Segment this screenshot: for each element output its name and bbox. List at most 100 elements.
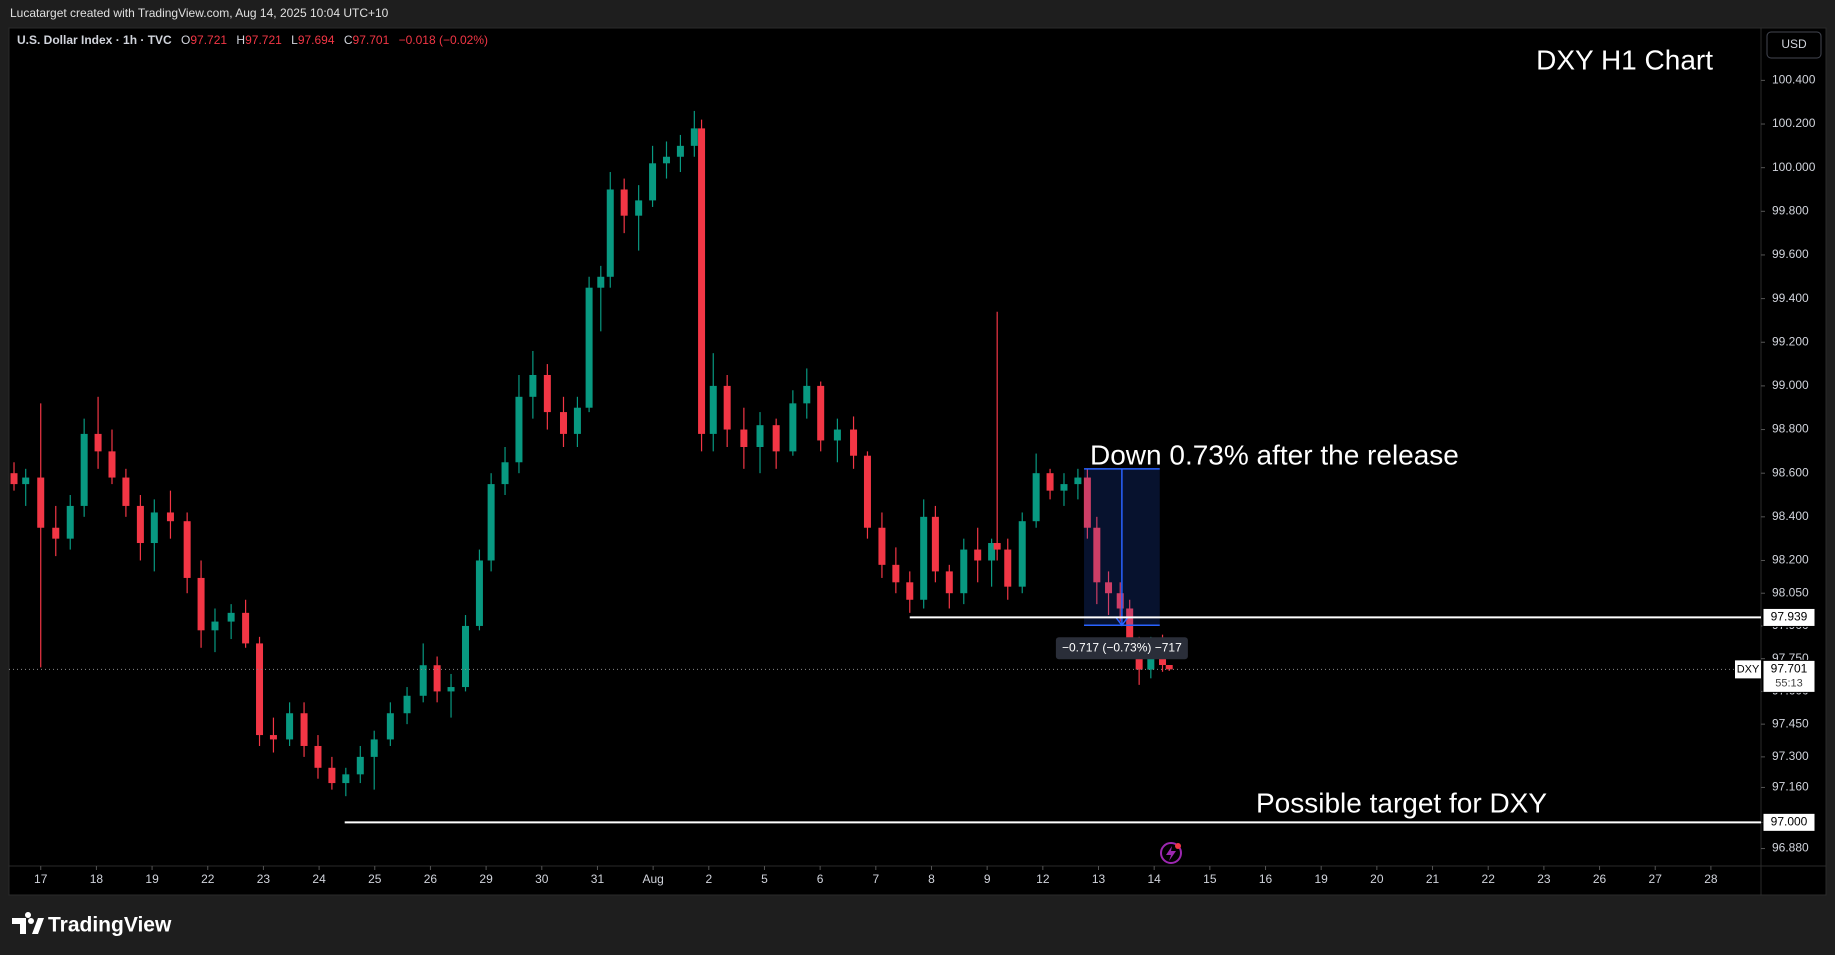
y-tick-label: 99.000 <box>1772 378 1809 392</box>
candle-body <box>988 543 996 561</box>
candle-body <box>863 455 871 528</box>
symbol-label: DXY <box>1737 663 1760 675</box>
measure-label: −0.717 (−0.73%) −717 <box>1062 640 1182 654</box>
measure-label-bg <box>1055 637 1188 660</box>
candle-body <box>487 484 495 561</box>
candle-body <box>803 385 811 404</box>
candle-body <box>403 695 411 714</box>
candle-body <box>227 612 235 622</box>
x-tick-label: 13 <box>1092 872 1106 886</box>
candle-body <box>850 429 858 456</box>
legend-h-label: H <box>236 33 245 47</box>
candle-body <box>676 145 684 157</box>
candle-body <box>1083 477 1091 528</box>
candle-body <box>709 385 717 434</box>
icon-ring <box>1160 842 1182 864</box>
candle-body <box>662 156 670 164</box>
legend-l: 97.694 <box>298 33 335 47</box>
x-tick-label: 19 <box>145 872 159 886</box>
legend-c: 97.701 <box>353 33 390 47</box>
candle-body <box>1004 549 1012 587</box>
x-tick-label: 15 <box>1203 872 1217 886</box>
candle-body <box>419 665 427 696</box>
y-tick-label: 99.800 <box>1772 203 1809 217</box>
candle-body <box>197 577 205 631</box>
candle-body <box>183 521 191 578</box>
y-tick-label: 98.400 <box>1772 509 1809 523</box>
candle-body <box>269 735 277 740</box>
candle-body <box>931 516 939 572</box>
x-tick-label: 30 <box>535 872 549 886</box>
candle-body <box>447 687 455 692</box>
x-tick-label: 5 <box>761 872 768 886</box>
y-tick-label: 99.400 <box>1772 291 1809 305</box>
icon-dot <box>1175 843 1181 849</box>
annotation: Down 0.73% after the release <box>1090 439 1459 470</box>
x-tick-label: 26 <box>424 872 438 886</box>
candle-body <box>649 163 657 201</box>
candle-body <box>620 189 628 216</box>
y-tick-label: 98.600 <box>1772 465 1809 479</box>
level-label: 97.939 <box>1771 610 1808 624</box>
y-tick-label: 97.300 <box>1772 749 1809 763</box>
x-tick-label: 12 <box>1036 872 1050 886</box>
candle-body <box>1093 527 1101 583</box>
chart-panel <box>8 27 1827 896</box>
legend-o-label: O <box>181 33 190 47</box>
candle-body <box>314 745 322 768</box>
candle-body <box>256 643 264 736</box>
candle-body <box>772 425 780 452</box>
x-tick-label: 22 <box>1482 872 1496 886</box>
candle-body <box>66 505 74 539</box>
candle-body <box>573 407 581 434</box>
legend-l-label: L <box>291 33 298 47</box>
candle-body <box>1018 521 1026 587</box>
annotation: Possible target for DXY <box>1256 787 1547 818</box>
level-tag <box>1762 607 1816 627</box>
candle-body <box>920 516 928 600</box>
y-tick-label: 98.800 <box>1772 422 1809 436</box>
candle-body <box>150 512 158 544</box>
candle-body <box>52 527 60 539</box>
candle-body <box>37 477 45 528</box>
x-tick-label: 7 <box>872 872 879 886</box>
x-tick-label: 20 <box>1370 872 1384 886</box>
candle-body <box>698 128 706 434</box>
candle-body <box>690 128 698 146</box>
x-tick-label: 14 <box>1147 872 1161 886</box>
y-tick-label: 100.400 <box>1772 73 1816 87</box>
x-tick-label: 25 <box>368 872 382 886</box>
candle-body <box>242 612 250 644</box>
candle-body <box>597 276 605 288</box>
candle-body <box>789 403 797 452</box>
lightning-icon <box>1160 842 1182 864</box>
currency-button[interactable] <box>1766 31 1822 59</box>
x-tick-label: 23 <box>257 872 271 886</box>
candle-body <box>286 713 294 740</box>
x-tick-label: 28 <box>1704 872 1718 886</box>
candle-body <box>892 564 900 583</box>
candle-body <box>756 425 764 447</box>
candle-body <box>585 287 593 408</box>
legend-o: 97.721 <box>190 33 227 47</box>
candle-body <box>136 505 144 544</box>
candle-body <box>370 739 378 757</box>
candle-body <box>80 433 88 506</box>
legend-c-label: C <box>344 33 353 47</box>
candle-body <box>1105 582 1113 594</box>
icon-bolt <box>1166 846 1176 861</box>
y-tick-label: 98.050 <box>1772 585 1809 599</box>
candle-body <box>740 429 748 447</box>
candle-body <box>833 429 841 441</box>
x-tick-label: 16 <box>1259 872 1273 886</box>
candle-body <box>356 756 364 775</box>
x-tick-label: 17 <box>34 872 48 886</box>
candle-body <box>122 477 130 506</box>
legend: U.S. Dollar Index · 1h · TVC O97.721 H97… <box>17 33 488 47</box>
countdown-label: 55:13 <box>1775 677 1803 689</box>
candle-body <box>1074 477 1082 485</box>
logo-icon <box>12 911 44 934</box>
currency-label[interactable]: USD <box>1781 37 1807 51</box>
